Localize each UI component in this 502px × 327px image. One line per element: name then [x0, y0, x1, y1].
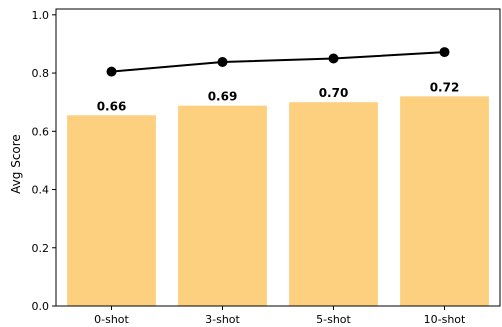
y-tick-label: 0.4 — [32, 184, 50, 197]
bar-value-label: 0.66 — [97, 99, 127, 113]
line-point — [218, 57, 228, 67]
bar-value-label: 0.69 — [208, 90, 238, 104]
y-tick-label: 0.8 — [32, 67, 50, 80]
x-tick-label: 0-shot — [94, 313, 129, 326]
y-tick-label: 0.0 — [32, 300, 50, 313]
y-tick-label: 0.2 — [32, 242, 50, 255]
line-point — [107, 67, 117, 77]
bars-group — [67, 96, 489, 306]
y-tick-label: 0.6 — [32, 125, 50, 138]
bar-10-shot — [400, 96, 489, 306]
bar-0-shot — [67, 115, 156, 306]
line-series-group — [107, 47, 450, 77]
bar-value-label: 0.70 — [319, 86, 349, 100]
x-tick-label: 3-shot — [205, 313, 240, 326]
bar-5-shot — [289, 102, 378, 306]
x-tick-label: 10-shot — [424, 313, 466, 326]
y-tick-label: 1.0 — [32, 9, 50, 22]
bar-value-label: 0.72 — [430, 80, 460, 94]
y-axis-label: Avg Score — [9, 134, 23, 194]
line-point — [440, 47, 450, 57]
x-tick-label: 5-shot — [316, 313, 351, 326]
line-series — [112, 52, 445, 72]
line-point — [329, 54, 339, 64]
bar-3-shot — [178, 106, 267, 306]
